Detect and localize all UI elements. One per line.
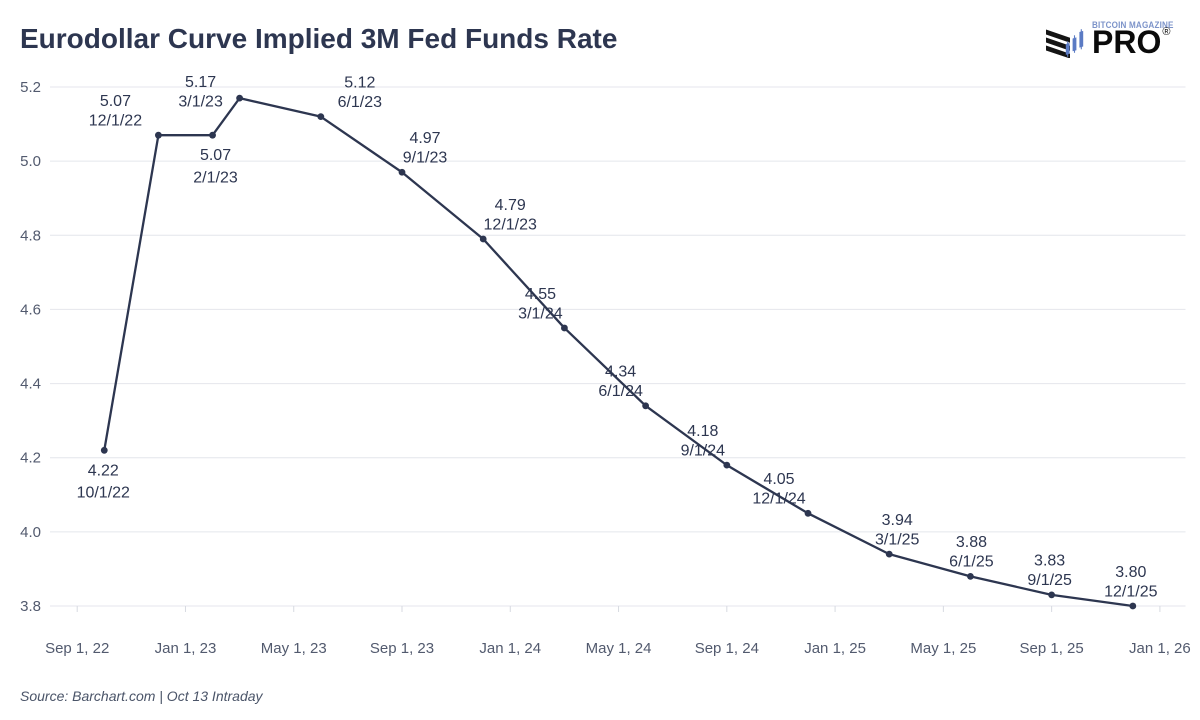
svg-text:3/1/24: 3/1/24 bbox=[518, 305, 563, 322]
svg-text:Sep 1, 25: Sep 1, 25 bbox=[1020, 640, 1084, 657]
svg-text:4.0: 4.0 bbox=[20, 524, 41, 541]
svg-text:4.79: 4.79 bbox=[495, 197, 526, 214]
svg-text:Jan 1, 25: Jan 1, 25 bbox=[804, 640, 866, 657]
svg-text:May 1, 25: May 1, 25 bbox=[910, 640, 976, 657]
svg-text:4.8: 4.8 bbox=[20, 227, 41, 244]
svg-text:4.2: 4.2 bbox=[20, 450, 41, 467]
svg-text:3/1/25: 3/1/25 bbox=[875, 531, 920, 548]
svg-text:9/1/23: 9/1/23 bbox=[403, 150, 448, 167]
svg-text:May 1, 24: May 1, 24 bbox=[586, 640, 652, 657]
svg-text:5.0: 5.0 bbox=[20, 153, 41, 170]
svg-text:Sep 1, 24: Sep 1, 24 bbox=[695, 640, 759, 657]
svg-text:6/1/24: 6/1/24 bbox=[598, 383, 643, 400]
svg-text:3.80: 3.80 bbox=[1115, 564, 1146, 581]
svg-text:6/1/25: 6/1/25 bbox=[949, 554, 994, 571]
svg-text:12/1/23: 12/1/23 bbox=[484, 216, 537, 233]
svg-text:4.22: 4.22 bbox=[88, 462, 119, 479]
svg-text:Jan 1, 23: Jan 1, 23 bbox=[155, 640, 217, 657]
svg-text:4.34: 4.34 bbox=[605, 364, 636, 381]
svg-text:3/1/23: 3/1/23 bbox=[178, 94, 223, 111]
svg-text:4.18: 4.18 bbox=[687, 423, 718, 440]
svg-text:Sep 1, 23: Sep 1, 23 bbox=[370, 640, 434, 657]
svg-text:4.4: 4.4 bbox=[20, 376, 41, 393]
svg-text:Jan 1, 24: Jan 1, 24 bbox=[479, 640, 541, 657]
svg-text:6/1/23: 6/1/23 bbox=[338, 94, 383, 111]
svg-text:2/1/23: 2/1/23 bbox=[193, 169, 238, 186]
svg-text:5.07: 5.07 bbox=[200, 147, 231, 164]
svg-text:3.88: 3.88 bbox=[956, 534, 987, 551]
svg-text:12/1/22: 12/1/22 bbox=[89, 113, 142, 130]
svg-text:3.83: 3.83 bbox=[1034, 553, 1065, 570]
svg-text:4.05: 4.05 bbox=[763, 471, 794, 488]
svg-text:5.07: 5.07 bbox=[100, 93, 131, 110]
svg-text:4.6: 4.6 bbox=[20, 301, 41, 318]
svg-text:Jan 1, 26: Jan 1, 26 bbox=[1129, 640, 1191, 657]
svg-text:9/1/25: 9/1/25 bbox=[1027, 572, 1072, 589]
svg-text:4.97: 4.97 bbox=[409, 130, 440, 147]
svg-text:12/1/24: 12/1/24 bbox=[752, 491, 805, 508]
svg-text:5.2: 5.2 bbox=[20, 79, 41, 96]
svg-text:May 1, 23: May 1, 23 bbox=[261, 640, 327, 657]
svg-text:3.94: 3.94 bbox=[882, 512, 913, 529]
svg-text:9/1/24: 9/1/24 bbox=[681, 442, 726, 459]
svg-text:12/1/25: 12/1/25 bbox=[1104, 583, 1157, 600]
svg-text:3.8: 3.8 bbox=[20, 598, 41, 615]
svg-text:5.12: 5.12 bbox=[344, 75, 375, 92]
svg-text:5.17: 5.17 bbox=[185, 74, 216, 91]
svg-text:10/1/22: 10/1/22 bbox=[77, 484, 130, 501]
svg-text:Sep 1, 22: Sep 1, 22 bbox=[45, 640, 109, 657]
svg-text:4.55: 4.55 bbox=[525, 286, 556, 303]
